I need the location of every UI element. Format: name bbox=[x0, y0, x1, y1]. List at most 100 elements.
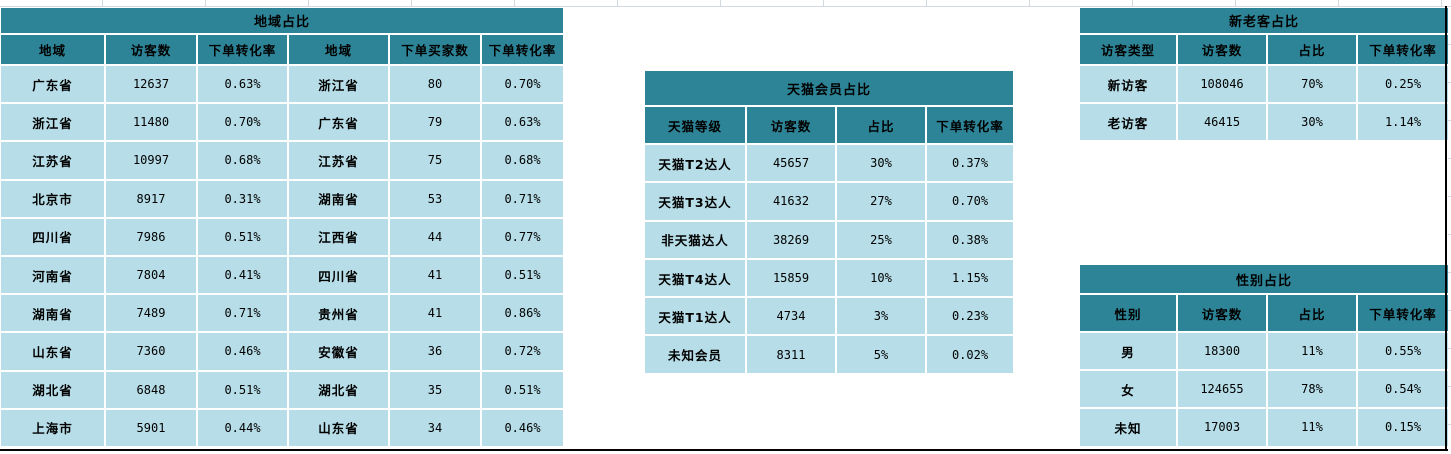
cell[interactable]: 0.77% bbox=[482, 218, 563, 255]
cell[interactable]: 35 bbox=[390, 371, 480, 408]
cell[interactable]: 0.41% bbox=[198, 256, 287, 294]
cell[interactable]: 0.15% bbox=[1358, 409, 1448, 446]
cell[interactable]: 0.51% bbox=[198, 371, 287, 408]
column-header[interactable]: 访客数 bbox=[747, 107, 835, 143]
column-header[interactable]: 访客数 bbox=[1178, 35, 1266, 64]
cell[interactable]: 0.55% bbox=[1358, 333, 1448, 370]
cell[interactable]: 湖南省 bbox=[289, 180, 388, 217]
cell[interactable]: 贵州省 bbox=[289, 295, 388, 332]
column-header[interactable]: 地域 bbox=[1, 35, 104, 64]
cell[interactable]: 78% bbox=[1268, 371, 1356, 408]
cell[interactable]: 0.70% bbox=[198, 104, 287, 141]
cell[interactable]: 0.23% bbox=[927, 298, 1013, 335]
cell[interactable]: 30% bbox=[837, 145, 925, 182]
cell[interactable]: 53 bbox=[390, 180, 480, 217]
cell[interactable]: 老访客 bbox=[1080, 104, 1176, 141]
cell[interactable]: 未知会员 bbox=[645, 336, 745, 373]
cell[interactable]: 0.68% bbox=[482, 142, 563, 179]
cell[interactable]: 7804 bbox=[106, 256, 196, 294]
cell[interactable]: 0.51% bbox=[482, 371, 563, 408]
cell[interactable]: 0.70% bbox=[482, 66, 563, 103]
cell[interactable]: 0.72% bbox=[482, 333, 563, 370]
cell[interactable]: 41 bbox=[390, 295, 480, 332]
cell[interactable]: 广东省 bbox=[289, 104, 388, 141]
column-header[interactable]: 访客类型 bbox=[1080, 35, 1176, 64]
column-header[interactable]: 地域 bbox=[289, 35, 388, 64]
cell[interactable]: 0.71% bbox=[198, 295, 287, 332]
cell[interactable]: 山东省 bbox=[1, 333, 104, 370]
cell[interactable]: 湖南省 bbox=[1, 295, 104, 332]
cell[interactable]: 0.68% bbox=[198, 142, 287, 179]
cell[interactable]: 0.38% bbox=[927, 221, 1013, 258]
cell[interactable]: 0.31% bbox=[198, 180, 287, 217]
cell[interactable]: 0.71% bbox=[482, 180, 563, 217]
cell[interactable]: 7986 bbox=[106, 218, 196, 255]
column-header[interactable]: 下单转化率 bbox=[1358, 35, 1448, 64]
cell[interactable]: 45657 bbox=[747, 145, 835, 182]
column-header[interactable]: 下单转化率 bbox=[198, 35, 287, 64]
cell[interactable]: 80 bbox=[390, 66, 480, 103]
cell[interactable]: 0.63% bbox=[198, 66, 287, 103]
cell[interactable]: 天猫T2达人 bbox=[645, 145, 745, 182]
cell[interactable]: 75 bbox=[390, 142, 480, 179]
cell[interactable]: 10% bbox=[837, 259, 925, 297]
cell[interactable]: 浙江省 bbox=[1, 104, 104, 141]
cell[interactable]: 11% bbox=[1268, 409, 1356, 446]
column-header[interactable]: 下单转化率 bbox=[482, 35, 563, 64]
cell[interactable]: 湖北省 bbox=[289, 371, 388, 408]
cell[interactable]: 15859 bbox=[747, 259, 835, 297]
cell[interactable]: 17003 bbox=[1178, 409, 1266, 446]
cell[interactable]: 8917 bbox=[106, 180, 196, 217]
cell[interactable]: 湖北省 bbox=[1, 371, 104, 408]
column-header[interactable]: 天猫等级 bbox=[645, 107, 745, 143]
cell[interactable]: 0.86% bbox=[482, 295, 563, 332]
cell[interactable]: 44 bbox=[390, 218, 480, 255]
cell[interactable]: 5% bbox=[837, 336, 925, 373]
column-header[interactable]: 下单买家数 bbox=[390, 35, 480, 64]
cell[interactable]: 0.44% bbox=[198, 409, 287, 446]
cell[interactable]: 江苏省 bbox=[1, 142, 104, 179]
cell[interactable]: 北京市 bbox=[1, 180, 104, 217]
tmall-member-share-table-title[interactable]: 天猫会员占比 bbox=[645, 71, 1013, 105]
cell[interactable]: 11% bbox=[1268, 333, 1356, 370]
new-old-visitor-share-table-title[interactable]: 新老客占比 bbox=[1080, 8, 1448, 33]
cell[interactable]: 3% bbox=[837, 298, 925, 335]
cell[interactable]: 1.15% bbox=[927, 259, 1013, 297]
cell[interactable]: 124655 bbox=[1178, 371, 1266, 408]
cell[interactable]: 四川省 bbox=[289, 256, 388, 294]
cell[interactable]: 12637 bbox=[106, 66, 196, 103]
cell[interactable]: 0.54% bbox=[1358, 371, 1448, 408]
cell[interactable]: 0.37% bbox=[927, 145, 1013, 182]
cell[interactable]: 11480 bbox=[106, 104, 196, 141]
cell[interactable]: 5901 bbox=[106, 409, 196, 446]
cell[interactable]: 非天猫达人 bbox=[645, 221, 745, 258]
gender-share-table-title[interactable]: 性别占比 bbox=[1080, 265, 1448, 293]
cell[interactable]: 0.02% bbox=[927, 336, 1013, 373]
cell[interactable]: 天猫T3达人 bbox=[645, 183, 745, 220]
region-share-table-title[interactable]: 地域占比 bbox=[1, 8, 563, 33]
cell[interactable]: 0.51% bbox=[198, 218, 287, 255]
cell[interactable]: 天猫T1达人 bbox=[645, 298, 745, 335]
cell[interactable]: 79 bbox=[390, 104, 480, 141]
cell[interactable]: 36 bbox=[390, 333, 480, 370]
column-header[interactable]: 占比 bbox=[1268, 35, 1356, 64]
cell[interactable]: 41632 bbox=[747, 183, 835, 220]
column-header[interactable]: 占比 bbox=[1268, 295, 1356, 331]
column-header[interactable]: 访客数 bbox=[1178, 295, 1266, 331]
cell[interactable]: 27% bbox=[837, 183, 925, 220]
cell[interactable]: 7360 bbox=[106, 333, 196, 370]
cell[interactable]: 4734 bbox=[747, 298, 835, 335]
cell[interactable]: 浙江省 bbox=[289, 66, 388, 103]
cell[interactable]: 0.46% bbox=[482, 409, 563, 446]
cell[interactable]: 25% bbox=[837, 221, 925, 258]
column-header[interactable]: 下单转化率 bbox=[927, 107, 1013, 143]
cell[interactable]: 18300 bbox=[1178, 333, 1266, 370]
cell[interactable]: 江西省 bbox=[289, 218, 388, 255]
cell[interactable]: 41 bbox=[390, 256, 480, 294]
cell[interactable]: 34 bbox=[390, 409, 480, 446]
cell[interactable]: 38269 bbox=[747, 221, 835, 258]
cell[interactable]: 男 bbox=[1080, 333, 1176, 370]
column-header[interactable]: 性别 bbox=[1080, 295, 1176, 331]
cell[interactable]: 四川省 bbox=[1, 218, 104, 255]
cell[interactable]: 0.51% bbox=[482, 256, 563, 294]
